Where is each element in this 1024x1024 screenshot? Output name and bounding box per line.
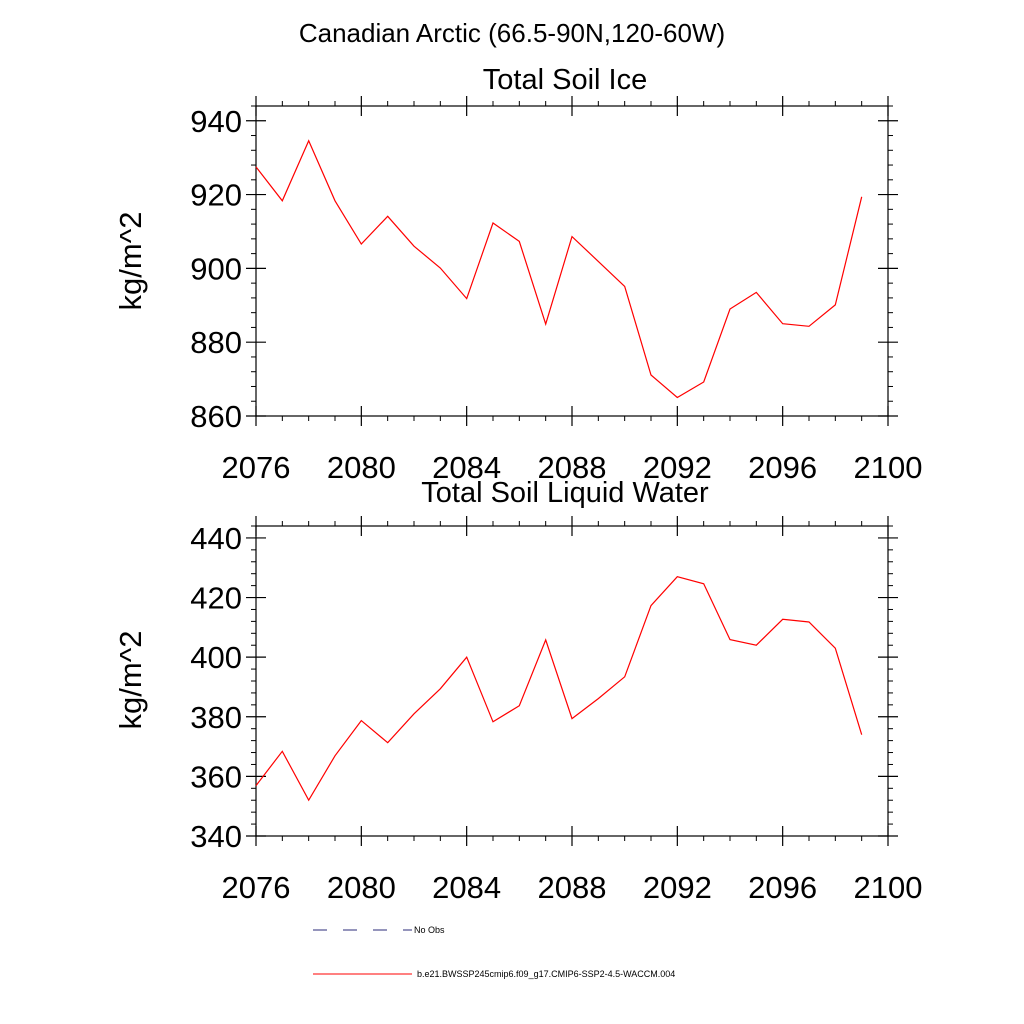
y-tick-label: 420 — [190, 581, 242, 616]
x-tick-label: 2096 — [748, 450, 817, 485]
y-tick-label: 360 — [190, 759, 242, 794]
y-tick-label: 400 — [190, 640, 242, 675]
x-tick-label: 2084 — [432, 870, 501, 905]
x-tick-label: 2080 — [327, 450, 396, 485]
y-tick-label: 920 — [190, 178, 242, 213]
y-tick-label: 900 — [190, 251, 242, 286]
y-axis-label-soil-liquid-water: kg/m^2 — [113, 631, 148, 730]
y-axis-label-soil-ice: kg/m^2 — [113, 212, 148, 311]
x-tick-label: 2092 — [643, 450, 712, 485]
series-line — [255, 139, 863, 399]
x-tick-label: 2076 — [222, 870, 291, 905]
panel-soil-ice: Total Soil Ice kg/m^2 2076 2080 2084 2088 20… — [113, 64, 922, 485]
x-tick-label: 2092 — [643, 870, 712, 905]
legend-label-no-obs: No Obs — [414, 925, 445, 935]
series-soil-liquid-water — [255, 576, 863, 802]
y-tick-label: 340 — [190, 819, 242, 854]
x-tick-label: 2088 — [538, 870, 607, 905]
ticks-soil-liquid-water: 2076 2080 2084 2088 2092 2096 2100 340 360 380 400… — [190, 516, 922, 905]
x-tick-label: 2084 — [432, 450, 501, 485]
y-tick-label: 880 — [190, 325, 242, 360]
x-tick-label: 2100 — [854, 450, 923, 485]
plot-frame-soil-ice — [255, 105, 889, 417]
legend-label-model: b.e21.BWSSP245cmip6.f09_g17.CMIP6-SSP2-4… — [417, 969, 675, 979]
plot-frame-soil-liquid-water — [255, 525, 889, 837]
x-tick-label: 2100 — [854, 870, 923, 905]
series-line — [255, 576, 863, 802]
panel-title-soil-liquid-water: Total Soil Liquid Water — [421, 477, 709, 509]
x-tick-label: 2096 — [748, 870, 817, 905]
y-tick-label: 860 — [190, 399, 242, 434]
panel-title-soil-ice: Total Soil Ice — [483, 64, 647, 96]
x-tick-label: 2076 — [222, 450, 291, 485]
figure-title: Canadian Arctic (66.5-90N,120-60W) — [299, 18, 725, 48]
x-tick-label: 2088 — [538, 450, 607, 485]
x-tick-label: 2080 — [327, 870, 396, 905]
series-soil-ice — [255, 139, 863, 399]
y-tick-label: 940 — [190, 104, 242, 139]
legend: No Obs b.e21.BWSSP245cmip6.f09_g17.CMIP6… — [313, 925, 675, 979]
y-tick-label: 380 — [190, 700, 242, 735]
ticks-soil-ice: 2076 2080 2084 2088 2092 2096 2100 860 880 900 920… — [190, 96, 922, 485]
panel-soil-liquid-water: Total Soil Liquid Water kg/m^2 2076 2080 2… — [113, 477, 922, 905]
y-tick-label: 440 — [190, 521, 242, 556]
